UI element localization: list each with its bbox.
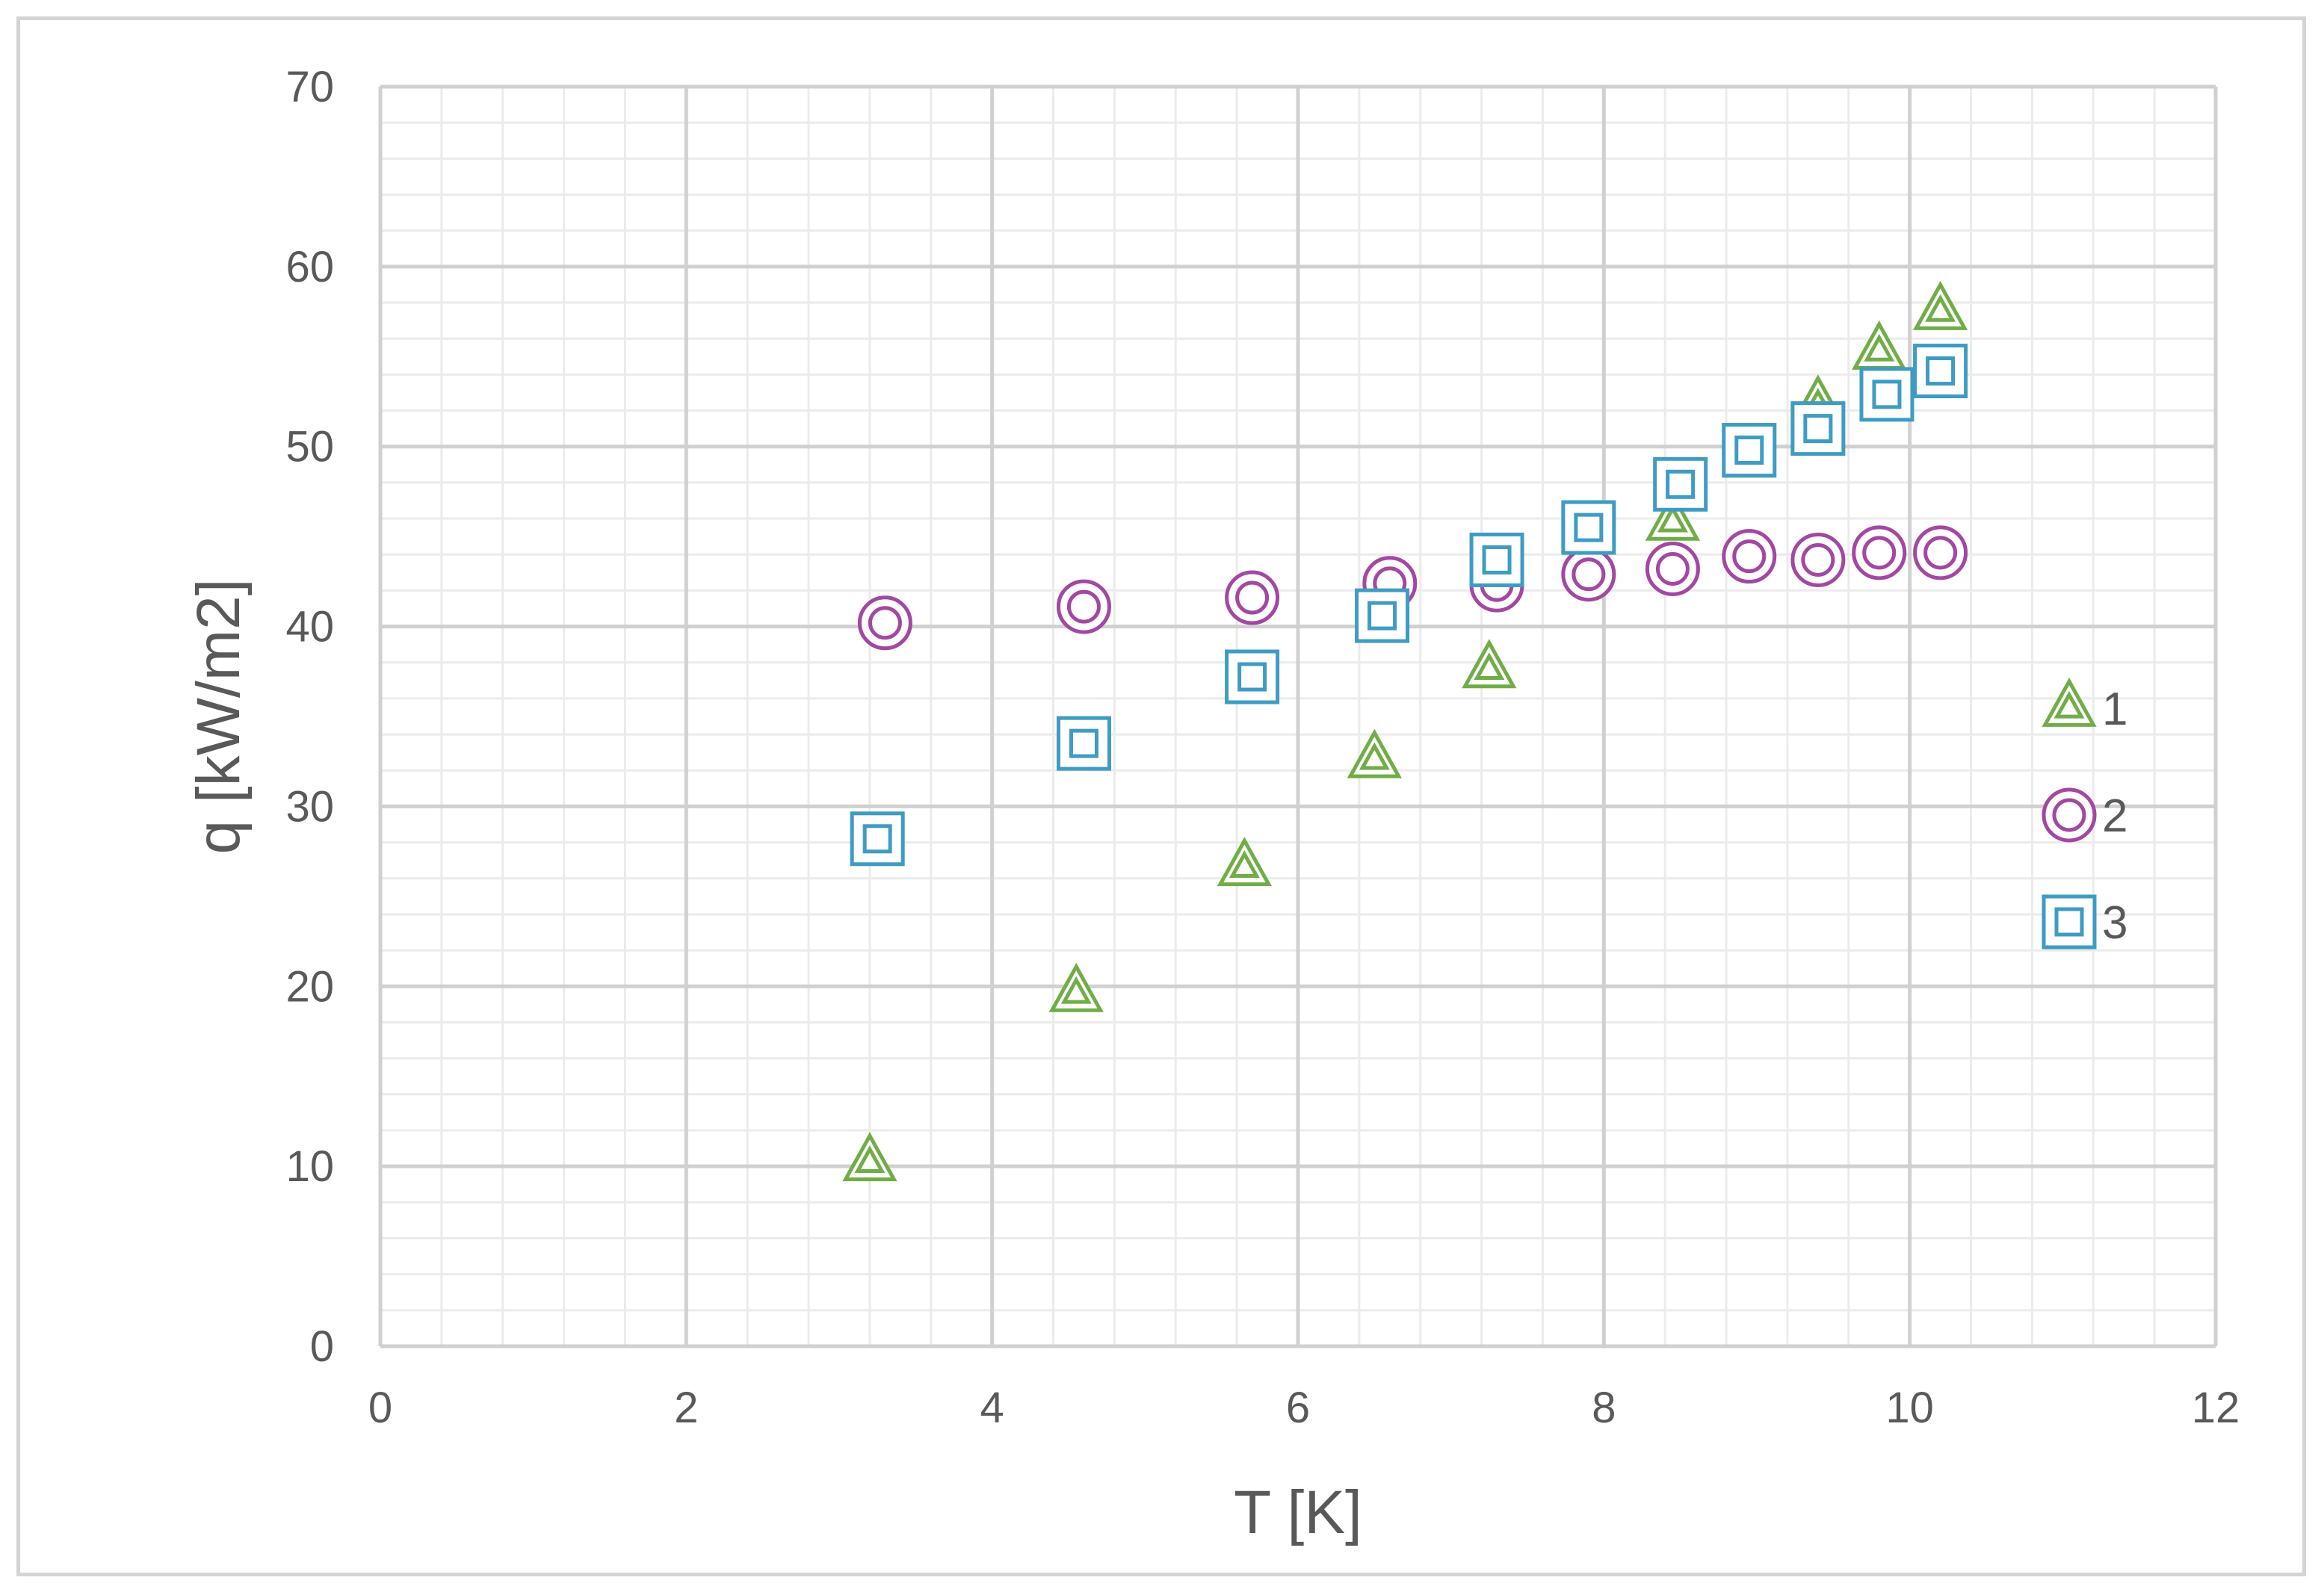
x-tick-label: 10 <box>1885 1384 1934 1432</box>
y-axis-tick-labels: 0 10 20 30 40 50 60 70 <box>285 63 334 1371</box>
y-tick-label: 30 <box>285 782 334 831</box>
x-tick-label: 8 <box>1592 1384 1616 1432</box>
legend-label-3: 3 <box>2102 897 2127 949</box>
data-point-series-1 <box>1048 962 1104 1012</box>
data-point-series-1 <box>1462 639 1517 689</box>
legend-item-2: 2 <box>2042 787 2127 843</box>
legend-marker-1 <box>2042 677 2097 727</box>
legend-marker-2 <box>2042 787 2097 843</box>
data-point-series-3 <box>1056 716 1111 771</box>
data-point-series-3 <box>1355 588 1410 643</box>
data-point-series-3 <box>1561 500 1616 555</box>
x-tick-label: 2 <box>674 1384 698 1432</box>
legend-item-1: 1 <box>2042 677 2127 735</box>
data-point-series-3 <box>1913 344 1968 399</box>
data-point-series-3 <box>1722 423 1777 478</box>
data-point-series-2 <box>1561 547 1616 602</box>
data-point-series-1 <box>1852 320 1907 370</box>
data-point-series-2 <box>1645 541 1700 596</box>
data-point-series-1 <box>1912 280 1968 330</box>
legend-label-2: 2 <box>2102 790 2127 842</box>
y-tick-label: 40 <box>285 603 334 651</box>
data-point-series-3 <box>1859 367 1914 422</box>
data-point-series-1 <box>1217 837 1273 887</box>
y-tick-label: 20 <box>285 962 334 1011</box>
x-tick-label: 0 <box>368 1384 392 1432</box>
legend-label-1: 1 <box>2102 684 2127 735</box>
y-tick-label: 10 <box>285 1142 334 1191</box>
series-3 <box>850 344 1968 867</box>
data-point-series-2 <box>1225 570 1280 625</box>
data-point-series-2 <box>857 595 912 651</box>
y-axis-title: q [kW/m2] <box>185 578 253 854</box>
data-point-series-1 <box>842 1132 897 1182</box>
data-point-series-3 <box>1469 532 1524 587</box>
data-point-series-1 <box>1347 728 1402 778</box>
data-point-series-2 <box>1056 579 1111 634</box>
x-tick-label: 6 <box>1286 1384 1310 1432</box>
x-tick-label: 4 <box>980 1384 1004 1432</box>
y-tick-label: 70 <box>285 63 334 111</box>
data-points <box>842 280 1968 1182</box>
y-tick-label: 60 <box>285 243 334 291</box>
data-point-series-2 <box>1790 532 1846 587</box>
data-point-series-3 <box>1225 649 1280 704</box>
x-tick-label: 12 <box>2192 1384 2240 1432</box>
data-point-series-2 <box>1722 529 1777 584</box>
x-axis-tick-labels: 0 2 4 6 8 10 12 <box>368 1384 2240 1432</box>
data-point-series-3 <box>1653 456 1708 512</box>
y-tick-label: 0 <box>310 1322 334 1371</box>
data-point-series-3 <box>1790 401 1846 456</box>
y-tick-label: 50 <box>285 423 334 471</box>
series-2 <box>857 525 1968 651</box>
data-point-series-2 <box>1852 525 1907 580</box>
data-point-series-2 <box>1913 525 1968 580</box>
legend: 1 2 3 <box>2042 677 2127 950</box>
data-point-series-3 <box>850 811 905 867</box>
legend-item-3: 3 <box>2042 894 2127 950</box>
legend-marker-3 <box>2042 894 2097 950</box>
chart-frame: 0 2 4 6 8 10 12 0 10 20 30 40 50 60 70 T [K] q [kW/m2… <box>16 16 2306 1576</box>
major-gridlines <box>378 84 2218 1348</box>
data-point-series-1 <box>1645 491 1701 541</box>
x-axis-title: T [K] <box>1234 1478 1362 1546</box>
